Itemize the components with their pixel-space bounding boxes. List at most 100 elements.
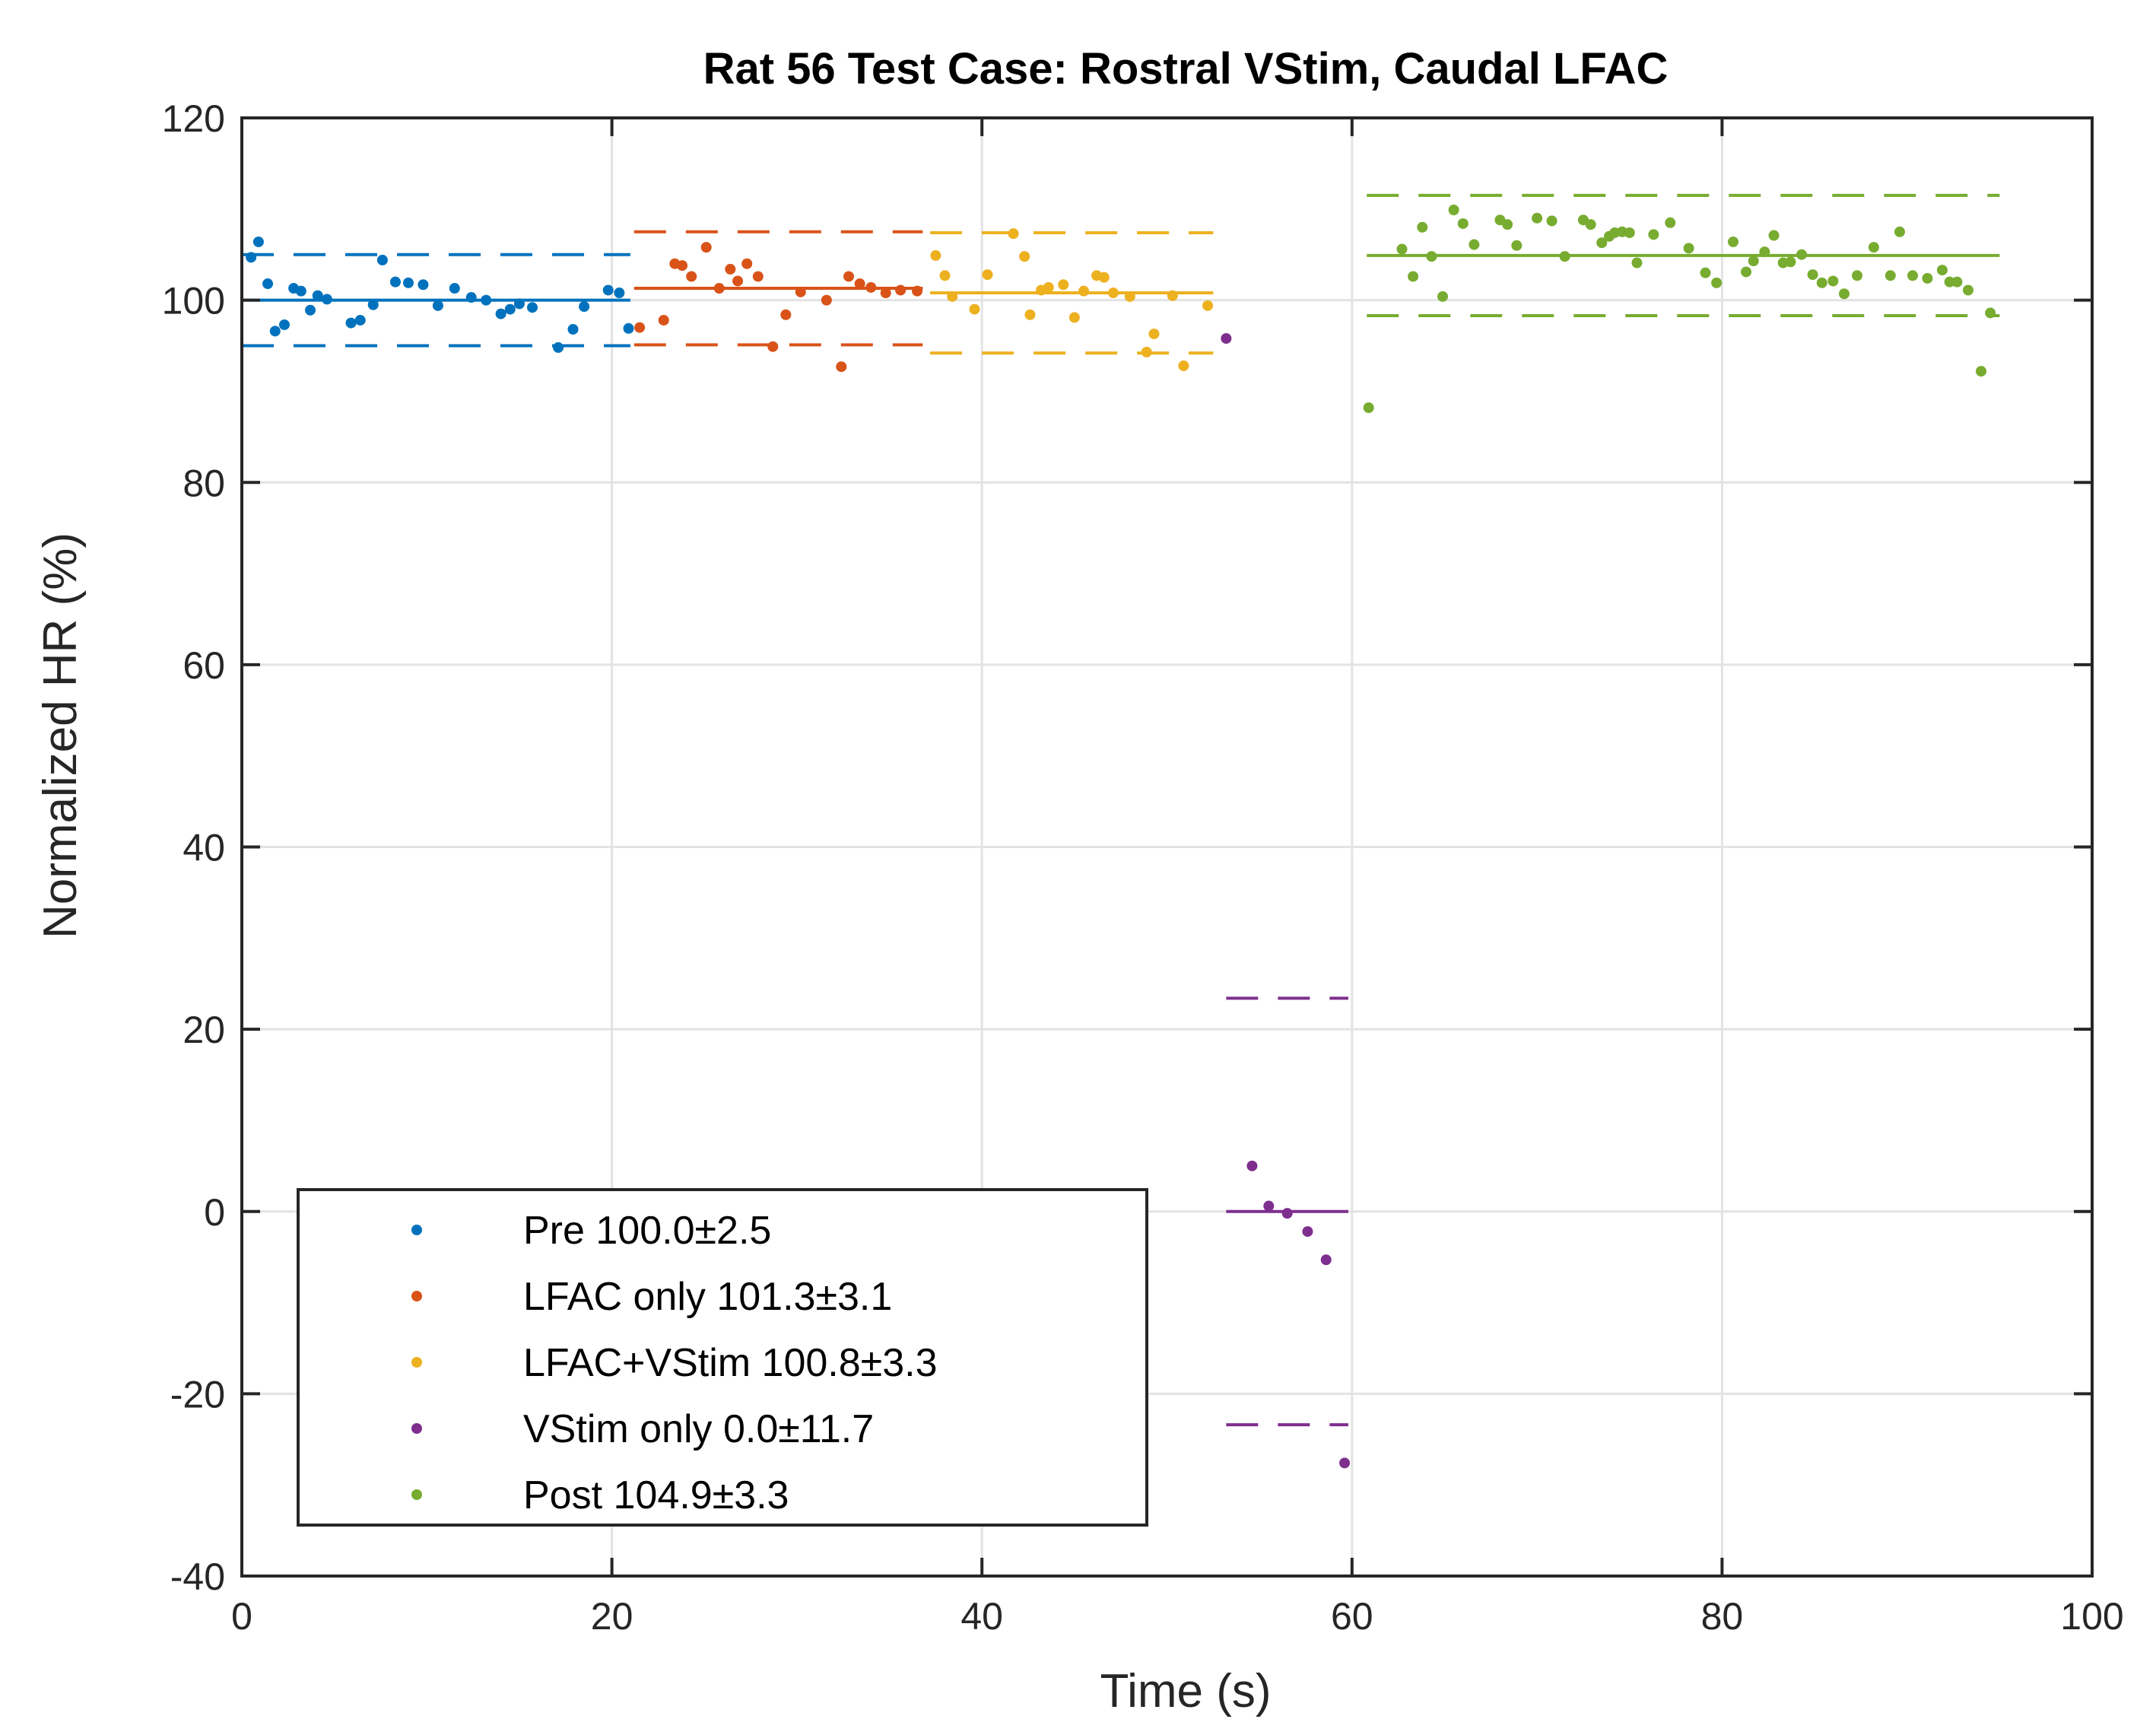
data-point [1976,366,1987,377]
legend-label: LFAC+VStim 100.8±3.3 [523,1341,938,1385]
y-axis-label: Normalized HR (%) [34,532,87,939]
data-point [767,341,779,352]
data-point [634,322,646,333]
series-pre [242,236,634,353]
data-point [1502,219,1513,230]
data-point [843,271,855,282]
data-point [1396,243,1408,255]
data-point [795,286,806,297]
data-point [1922,272,1933,284]
data-point [449,283,460,294]
data-point [700,242,712,253]
data-point [725,263,736,275]
data-point [1868,242,1879,253]
data-point [1768,230,1780,241]
data-point [252,236,264,247]
data-point [418,279,429,291]
series-post [1363,193,2000,414]
x-tick-label: 40 [961,1595,1003,1638]
data-point [389,276,401,288]
data-point [1648,229,1659,240]
data-point [246,252,257,263]
chart-title: Rat 56 Test Case: Rostral VStim, Caudal … [703,44,1669,94]
data-point [939,270,951,281]
data-point [278,319,290,330]
data-point [526,302,538,313]
data-point [686,271,697,282]
data-point [354,314,366,326]
data-point [1748,256,1759,267]
data-point [930,249,941,261]
data-point [1078,285,1090,297]
x-tick-label: 20 [591,1595,633,1638]
data-point [1178,360,1189,371]
data-point [1532,212,1543,224]
data-point [1417,221,1428,233]
plot-frame [240,116,2094,1578]
data-point [1098,272,1110,283]
data-series [242,193,2000,1469]
data-point [1246,1160,1258,1171]
data-point [1683,243,1694,254]
data-point [1281,1208,1293,1219]
data-point [465,292,477,303]
legend-marker [411,1357,422,1368]
data-point [1008,228,1019,240]
data-point [1807,269,1818,281]
data-point [1058,279,1069,291]
data-point [553,342,564,353]
data-point [1437,291,1449,302]
data-point [345,317,357,329]
data-point [312,290,323,301]
data-point [1426,251,1437,262]
data-point [567,323,579,335]
legend-label: Pre 100.0±2.5 [523,1209,771,1253]
data-point [1885,270,1896,281]
data-point [269,326,281,337]
data-point [865,281,877,293]
data-point [1785,256,1796,268]
y-tick-label: -40 [170,1555,225,1598]
data-point [295,285,306,297]
data-point [1148,328,1160,339]
data-point [982,269,993,281]
y-tick-label: 100 [162,280,225,323]
data-point [1727,236,1738,247]
data-point [1043,281,1054,293]
data-point [752,271,764,282]
data-point [579,301,590,313]
data-point [1631,257,1643,269]
data-point [880,288,891,299]
data-point [1894,226,1905,237]
series-lfac-only [633,230,923,373]
axis-ticks: 0 20 40 60 80 100 -40 -20 0 20 40 60 80 100 120 [162,97,2124,1638]
series-vstim-only [1221,332,1351,1469]
y-tick-label: -20 [170,1373,225,1416]
x-tick-label: 100 [2060,1595,2123,1638]
data-point [1457,218,1469,229]
data-point [1596,237,1608,249]
data-point [402,277,414,288]
legend-label: Post 104.9±3.3 [523,1473,789,1517]
data-point [1711,277,1723,288]
data-point [504,303,516,315]
data-point [713,283,725,294]
data-point [623,323,634,334]
x-tick-label: 80 [1701,1595,1744,1638]
data-point [1665,217,1676,228]
data-point [1024,309,1036,320]
data-point [1585,219,1596,230]
data-point [1700,267,1711,278]
data-point [780,309,792,320]
legend-items: Pre 100.0±2.5 LFAC only 101.3±3.1 LFAC+VSt… [411,1209,938,1517]
data-point [495,308,506,319]
data-point [513,298,525,310]
legend: Pre 100.0±2.5 LFAC only 101.3±3.1 LFAC+VSt… [297,1188,1148,1527]
y-tick-label: 60 [183,644,225,687]
data-point [1827,275,1839,287]
y-tick-label: 40 [183,827,225,869]
data-point [1546,215,1557,227]
data-point [677,260,688,272]
y-tick-label: 80 [183,462,225,504]
